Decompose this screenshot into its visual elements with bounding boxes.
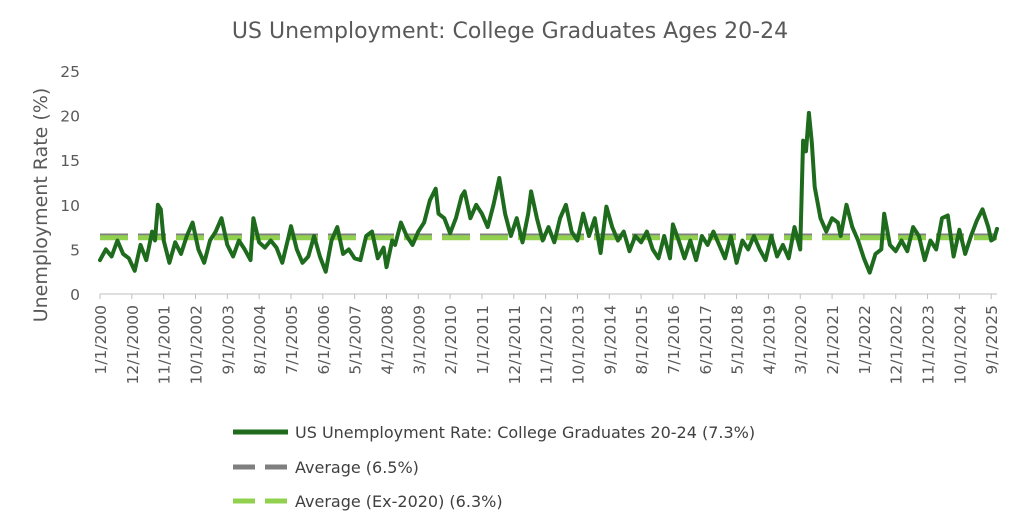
x-tick-label: 10/1/2002 [187,305,205,384]
x-tick-label: 12/1/2000 [124,305,142,384]
x-tick-label: 7/1/2005 [283,305,301,375]
legend: US Unemployment Rate: College Graduates … [233,423,755,511]
x-tick-label: 6/1/2006 [315,305,333,375]
x-tick-label: 1/1/2000 [92,305,110,375]
x-tick-label: 2/1/2021 [824,305,842,375]
legend-label: US Unemployment Rate: College Graduates … [295,423,755,442]
x-tick-label: 5/1/2018 [729,305,747,375]
y-tick-label: 20 [60,108,80,126]
x-tick-label: 8/1/2015 [633,305,651,375]
x-tick-label: 10/1/2024 [951,305,969,384]
legend-item-unemployment: US Unemployment Rate: College Graduates … [233,423,755,442]
y-axis-label: Unemployment Rate (%) [30,88,52,323]
x-tick-label: 10/1/2013 [569,305,587,384]
y-tick-label: 25 [60,63,80,81]
x-tick-label: 4/1/2008 [378,305,396,375]
x-tick-label: 11/1/2023 [920,305,938,384]
legend-label: Average (Ex-2020) (6.3%) [295,492,503,511]
plot-area [98,110,999,275]
x-tick-label: 5/1/2007 [347,305,365,375]
y-tick-label: 0 [70,286,80,304]
x-tick-label: 3/1/2020 [792,305,810,375]
x-tick-label: 8/1/2004 [251,305,269,375]
x-tick-label: 9/1/2003 [219,305,237,375]
x-tick-label: 1/1/2011 [474,305,492,375]
x-tick-label: 3/1/2009 [410,305,428,375]
x-tick-label: 12/1/2022 [888,305,906,384]
legend-label: Average (6.5%) [295,458,419,477]
y-tick-label: 5 [70,241,80,259]
legend-item-average-ex2020: Average (Ex-2020) (6.3%) [233,492,503,511]
x-tick-label: 11/1/2012 [538,305,556,384]
y-tick-labels: 0 5 10 15 20 25 [60,63,80,304]
x-tick-label: 4/1/2019 [760,305,778,375]
x-tick-label: 7/1/2016 [665,305,683,375]
x-tick-label: 6/1/2017 [697,305,715,375]
legend-item-average: Average (6.5%) [233,458,419,477]
series-unemployment-line [98,110,999,275]
x-tick-label: 9/1/2025 [983,305,1001,375]
x-tick-label: 11/1/2001 [156,305,174,384]
y-tick-label: 15 [60,152,80,170]
x-tick-label: 1/1/2022 [856,305,874,375]
x-tick-label: 2/1/2010 [442,305,460,375]
y-tick-label: 10 [60,197,80,215]
x-tick-label: 9/1/2014 [601,305,619,375]
x-tick-label: 12/1/2011 [506,305,524,384]
x-tick-labels: 1/1/2000 12/1/2000 11/1/2001 10/1/2002 9/1/2… [92,294,1001,384]
chart-title: US Unemployment: College Graduates Ages … [232,19,788,44]
